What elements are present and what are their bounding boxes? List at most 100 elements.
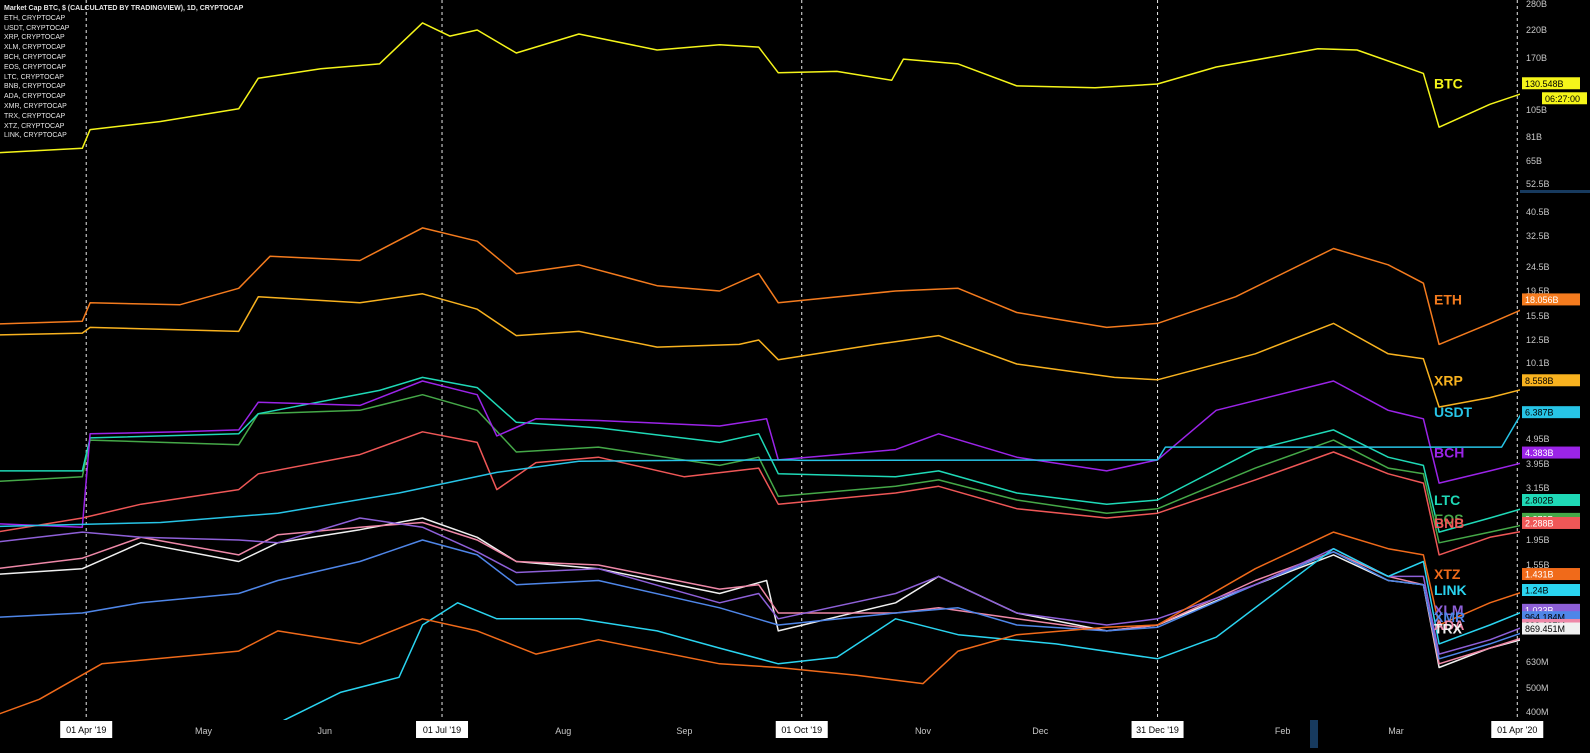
last-value-text-trx: 869.451M [1525, 624, 1565, 634]
y-axis: 280B 220B 170B 105B 81B 65B 52.5B 40.5B 32.5B 24.… [1526, 0, 1550, 717]
last-value-text-bch: 4.383B [1525, 448, 1554, 458]
last-value-badge-ltc [1522, 494, 1580, 506]
y-tick-label: 65B [1526, 156, 1542, 166]
series-label-xlm: XLM [1434, 602, 1464, 618]
legend-entry: USDT, CRYPTOCAP [4, 24, 70, 32]
y-tick-label: 280B [1526, 0, 1547, 9]
series-label-xmr: XMR [1434, 609, 1465, 625]
series-label-bch: BCH [1434, 445, 1464, 461]
x-tick-label: 01 Apr '20 [1497, 725, 1537, 735]
legend-entry: XLM, CRYPTOCAP [4, 44, 66, 52]
series-label-usdt: USDT [1434, 404, 1473, 420]
x-tick-label: 01 Jul '19 [423, 725, 461, 735]
last-value-badge-xtz [1522, 568, 1580, 581]
y-tick-label: 500M [1526, 683, 1549, 693]
series-lines [0, 22, 1573, 724]
series-label-trx: TRX [1434, 621, 1463, 637]
series-label-xrp: XRP [1434, 372, 1463, 388]
legend-entry: ADA, CRYPTOCAP [4, 93, 66, 101]
y-tick-label: 630M [1526, 657, 1549, 667]
legend-entry: ETH, CRYPTOCAP [4, 14, 66, 22]
last-value-text-xtz: 1.431B [1525, 570, 1554, 580]
last-value-badge-btc [1522, 77, 1580, 90]
last-value-text-xrp: 8.558B [1525, 376, 1554, 386]
last-value-text-eth: 18.056B [1525, 295, 1559, 305]
x-tick-label: Feb [1275, 726, 1291, 736]
x-tick-box [1491, 721, 1544, 738]
last-value-badge-usdt [1522, 406, 1580, 419]
series-line-link [277, 547, 1573, 724]
chart-title: Market Cap BTC, $ (CALCULATED BY TRADING… [4, 5, 244, 12]
legend-entry: LTC, CRYPTOCAP [4, 73, 64, 81]
y-tick-label: 81B [1526, 132, 1542, 142]
series-line-ltc [0, 376, 1573, 533]
last-value-text-btc: 130.548B [1525, 79, 1564, 89]
y-tick-label: 1.55B [1526, 560, 1550, 570]
last-value-text-xmr: 964.184M [1525, 613, 1565, 623]
y-tick-label: 32.5B [1526, 231, 1550, 241]
y-tick-label: 3.95B [1526, 459, 1550, 469]
y-tick-label: 1.95B [1526, 535, 1550, 545]
countdown-badge [1542, 92, 1587, 105]
last-value-badge-trx [1522, 622, 1580, 635]
x-tick-label: 01 Apr '19 [66, 725, 106, 735]
x-tick-box [60, 721, 113, 738]
series-line-xmr [0, 539, 1573, 660]
series-label-link: LINK [1434, 582, 1467, 598]
series-label-bnb: BNB [1434, 515, 1464, 531]
series-line-eth [0, 227, 1573, 346]
x-tick-label: Aug [555, 726, 571, 736]
y-tick-label: 400M [1526, 707, 1549, 717]
last-value-badge-link [1522, 584, 1580, 596]
series-line-eos [0, 393, 1573, 544]
legend-entry: EOS, CRYPTOCAP [4, 63, 66, 71]
last-value-text-link: 1.24B [1525, 586, 1549, 596]
y-tick-label: 10.1B [1526, 358, 1550, 368]
last-value-text-xlm: 1.033B [1525, 605, 1554, 615]
series-label-ltc: LTC [1434, 492, 1460, 508]
last-value-text-bnb: 2.288B [1525, 518, 1554, 528]
series-label-eth: ETH [1434, 291, 1462, 307]
price-scale-area [1520, 0, 1590, 720]
x-tick-box [1131, 721, 1184, 738]
x-tick-box [416, 721, 469, 738]
legend-entry: LINK, CRYPTOCAP [4, 132, 67, 140]
x-tick-label: Jun [317, 726, 332, 736]
last-value-badge-eth [1522, 293, 1580, 306]
series-line-xlm [0, 517, 1573, 655]
chart-legend: Market Cap BTC, $ (CALCULATED BY TRADING… [4, 4, 243, 141]
legend-entry: XMR, CRYPTOCAP [4, 102, 67, 110]
last-value-text-ltc: 2.802B [1525, 496, 1554, 506]
y-tick-label: 52.5B [1526, 179, 1550, 189]
y-tick-label: 24.5B [1526, 262, 1550, 272]
series-line-usdt [0, 411, 1573, 528]
last-value-badge-bch [1522, 446, 1580, 459]
last-value-badges: BTC 130.548B 06:27:00 ETH 18.056B XRP 8.558B US… [1434, 75, 1587, 637]
x-tick-label: 31 Dec '19 [1136, 725, 1179, 735]
legend-entry: TRX, CRYPTOCAP [4, 112, 66, 120]
series-line-bnb [0, 431, 1573, 556]
legend-entry: XTZ, CRYPTOCAP [4, 122, 65, 130]
series-label-btc: BTC [1434, 75, 1463, 91]
y-tick-label: 170B [1526, 53, 1547, 63]
x-tick-label: May [195, 726, 213, 736]
y-tick-label: 3.15B [1526, 483, 1550, 493]
price-scale-divider [1520, 190, 1590, 193]
x-tick-label: Sep [676, 726, 692, 736]
series-label-eos: EOS [1434, 511, 1464, 527]
x-tick-label: Mar [1388, 726, 1404, 736]
x-tick-box [775, 721, 828, 738]
time-axis-highlight [1310, 720, 1318, 748]
series-label-ada: ADA [1434, 617, 1464, 633]
last-value-badge-bnb [1522, 516, 1580, 529]
y-tick-label: 15.5B [1526, 311, 1550, 321]
series-line-xtz [0, 531, 1573, 715]
y-tick-label: 4.95B [1526, 434, 1550, 444]
last-value-text-usdt: 6.387B [1525, 408, 1554, 418]
x-tick-label: Dec [1032, 726, 1049, 736]
y-tick-label: 19.5B [1526, 286, 1550, 296]
x-axis: 01 Apr '19 May Jun 01 Jul '19 Aug Sep 01 Oct '… [60, 721, 1544, 738]
series-line-btc [0, 22, 1573, 154]
